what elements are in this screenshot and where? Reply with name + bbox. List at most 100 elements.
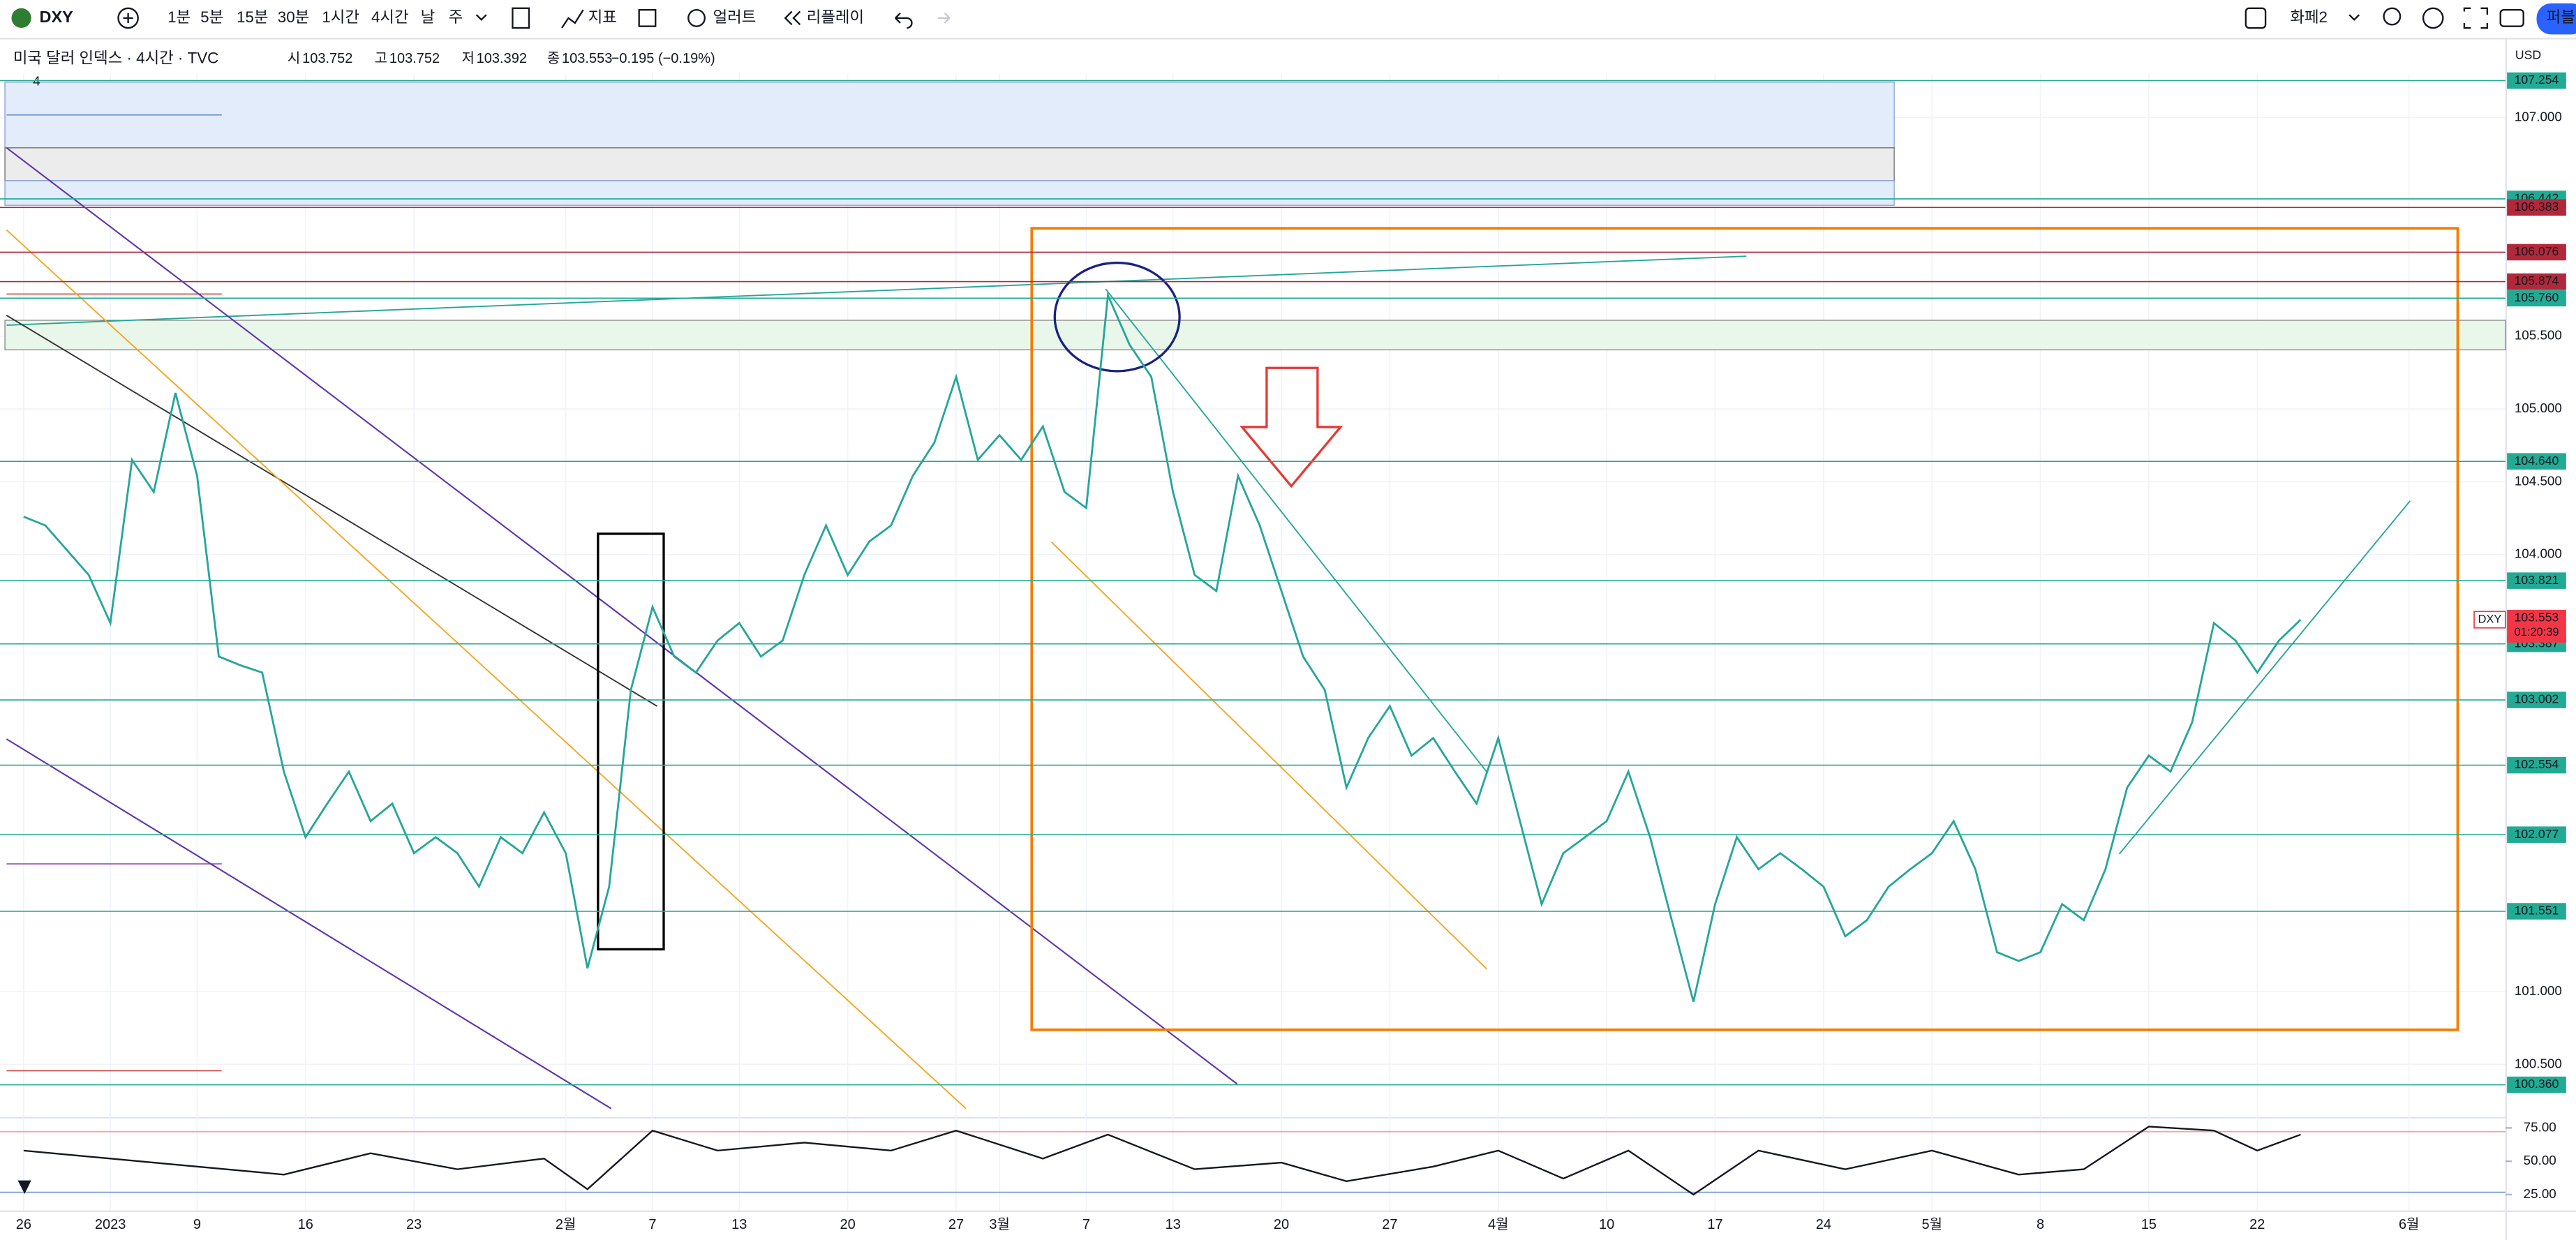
x-tick-label: 2월 bbox=[556, 1216, 576, 1232]
price-tag bbox=[2507, 756, 2566, 774]
trend-line bbox=[6, 738, 612, 1110]
x-tick-label: 27 bbox=[948, 1217, 964, 1232]
symbol[interactable]: DXY bbox=[39, 8, 73, 26]
add-symbol[interactable] bbox=[117, 7, 139, 29]
price-tag bbox=[2507, 826, 2566, 843]
indicators-button[interactable]: 지표 bbox=[588, 8, 617, 26]
symbol-logo[interactable] bbox=[11, 8, 31, 29]
x-tick-label: 22 bbox=[2249, 1217, 2265, 1232]
y-tick-label: 104.500 bbox=[2515, 473, 2562, 488]
publish-button[interactable] bbox=[2536, 3, 2576, 35]
tv-logo: ▼ bbox=[13, 1172, 36, 1198]
trend-line bbox=[1050, 541, 1487, 970]
price-tag-label: 103.821 bbox=[2515, 573, 2559, 587]
price-tag bbox=[2507, 572, 2566, 589]
price-tag-label: 101.551 bbox=[2515, 904, 2559, 918]
screenshot-button[interactable] bbox=[2499, 8, 2524, 27]
indicators-icon[interactable] bbox=[561, 9, 584, 29]
zone-box bbox=[4, 147, 1895, 181]
trend-line bbox=[6, 315, 658, 707]
ohlc-value: 103.752 bbox=[389, 51, 440, 66]
trend-line bbox=[6, 147, 1238, 1085]
x-tick-label: 6월 bbox=[2399, 1216, 2420, 1232]
top-circle bbox=[1053, 261, 1181, 373]
current-price-tag bbox=[2507, 609, 2566, 643]
y-tick-label: 105.000 bbox=[2515, 401, 2562, 415]
x-tick-label: 20 bbox=[1274, 1217, 1289, 1232]
undo-button[interactable] bbox=[895, 12, 913, 29]
price-tag-label: 107.254 bbox=[2515, 73, 2559, 87]
symbol-tag-label: DXY bbox=[2478, 613, 2501, 625]
x-tick-label: 24 bbox=[1816, 1217, 1831, 1232]
interval-button[interactable]: 15분 bbox=[237, 8, 268, 26]
x-tick-label: 17 bbox=[1707, 1217, 1722, 1232]
interval-button[interactable]: 주 bbox=[449, 8, 463, 26]
interval-button[interactable]: 날 bbox=[421, 8, 435, 26]
add-icon bbox=[123, 13, 133, 23]
ohlc-label: 저 bbox=[461, 50, 474, 66]
interval-button[interactable]: 1분 bbox=[167, 8, 191, 26]
alert-button[interactable]: 얼러트 bbox=[713, 8, 757, 26]
sync-button[interactable] bbox=[2244, 7, 2267, 29]
ohlc-value: 103.392 bbox=[477, 51, 527, 66]
interval-dropdown[interactable] bbox=[475, 14, 487, 21]
y-tick-label: 101.000 bbox=[2515, 983, 2562, 998]
price-tag bbox=[2507, 692, 2566, 708]
interval-button[interactable]: 1시간 bbox=[322, 8, 359, 26]
layout-name[interactable]: 화페2 bbox=[2290, 8, 2328, 26]
toolbar bbox=[0, 0, 2576, 38]
settings-button[interactable] bbox=[2422, 7, 2444, 29]
price-tag-label: 102.077 bbox=[2515, 827, 2559, 841]
x-tick-label: 7 bbox=[1082, 1217, 1090, 1232]
layout-dropdown[interactable] bbox=[2348, 14, 2360, 21]
redo-button[interactable] bbox=[938, 12, 951, 24]
alert-icon[interactable] bbox=[687, 8, 706, 27]
price-tag-label: 105.760 bbox=[2515, 290, 2559, 304]
rsi-tick-label: 25.00 bbox=[2524, 1186, 2556, 1201]
price-tag-label: 106.383 bbox=[2515, 200, 2559, 214]
x-tick-label: 8 bbox=[2037, 1217, 2044, 1232]
ohlc-label: 시 bbox=[288, 51, 300, 66]
price-tag bbox=[2507, 199, 2566, 216]
search-button[interactable] bbox=[2383, 7, 2402, 26]
x-tick-label: 20 bbox=[840, 1217, 855, 1232]
trend-line bbox=[1105, 288, 1488, 772]
price-tag bbox=[2507, 1076, 2566, 1093]
replay-icon[interactable] bbox=[784, 10, 801, 26]
range-box bbox=[1030, 227, 2459, 1031]
layout-grid-button[interactable] bbox=[638, 8, 657, 27]
price-line bbox=[23, 291, 2302, 1002]
price-tag-label: 105.874 bbox=[2515, 274, 2559, 287]
y-tick-label: 105.500 bbox=[2515, 328, 2562, 343]
ohlc-value: 103.553 bbox=[562, 51, 612, 66]
zone-box bbox=[4, 81, 1895, 149]
publish-label[interactable]: 퍼블 bbox=[2547, 8, 2575, 26]
down-arrow bbox=[1239, 366, 1343, 488]
breakout-box bbox=[597, 532, 665, 951]
y-tick-label: 107.000 bbox=[2515, 110, 2562, 124]
interval-button[interactable]: 4시간 bbox=[371, 8, 409, 26]
ohlc-value: 103.752 bbox=[302, 51, 352, 66]
price-tag-label: 106.076 bbox=[2515, 244, 2559, 258]
price-tag bbox=[2507, 244, 2566, 261]
price-tag-label: 102.554 bbox=[2515, 757, 2559, 771]
interval-button[interactable]: 30분 bbox=[278, 8, 309, 26]
legend-change: −0.195 (−0.19%) bbox=[611, 51, 715, 66]
x-tick-label: 23 bbox=[406, 1217, 422, 1232]
price-tag bbox=[2507, 453, 2566, 470]
rsi-tick-label: 50.00 bbox=[2524, 1153, 2556, 1167]
trend-line bbox=[6, 229, 967, 1110]
x-tick-label: 5월 bbox=[1921, 1216, 1942, 1232]
fullscreen-button[interactable] bbox=[2463, 7, 2489, 29]
interval-button[interactable]: 5분 bbox=[200, 8, 223, 26]
x-tick-label: 2023 bbox=[95, 1217, 126, 1232]
zone-box bbox=[4, 180, 1895, 206]
x-tick-label: 3월 bbox=[989, 1216, 1010, 1232]
chart-type-button[interactable] bbox=[512, 7, 530, 29]
replay-button[interactable]: 리플레이 bbox=[807, 8, 864, 26]
y-tick-label: 104.000 bbox=[2515, 546, 2562, 561]
ohlc-label: 종 bbox=[547, 51, 560, 66]
